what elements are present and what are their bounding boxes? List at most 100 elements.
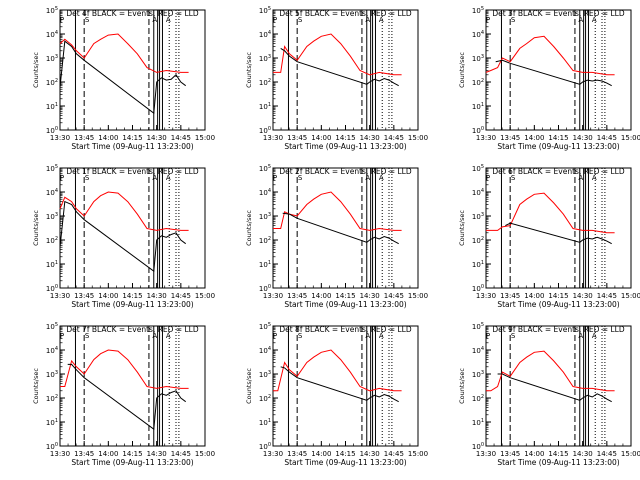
y-tick-label: 104 xyxy=(46,188,58,197)
x-tick-label: 14:15 xyxy=(548,134,568,142)
y-tick-label: 101 xyxy=(46,260,58,269)
plot-frame xyxy=(59,167,206,289)
panel-title: Det 5f BLACK = Events, RED = LLD xyxy=(279,9,412,18)
lld-series-line xyxy=(59,191,189,231)
y-tick-label: 101 xyxy=(472,418,484,427)
x-tick-label: 14:30 xyxy=(360,450,380,458)
y-tick-exponent: 1 xyxy=(55,260,58,266)
x-tick-label: 14:30 xyxy=(360,292,380,300)
y-tick-label: 105 xyxy=(46,322,58,331)
y-tick-exponent: 0 xyxy=(55,284,58,290)
y-tick-label: 101 xyxy=(472,102,484,111)
y-tick-label: 101 xyxy=(472,260,484,269)
y-tick-exponent: 4 xyxy=(55,188,58,194)
y-tick-exponent: 5 xyxy=(481,322,484,328)
x-tick-label: 15:00 xyxy=(621,292,640,300)
x-tick-label: 14:15 xyxy=(122,292,142,300)
top-marker-label: S xyxy=(298,16,303,24)
y-axis-label: Counts/sec xyxy=(458,52,466,88)
y-tick-label: 100 xyxy=(46,442,58,451)
x-tick-label: 14:45 xyxy=(384,450,404,458)
lld-series-line xyxy=(486,350,615,392)
panel-det-4: Det 4f BLACK = Events, RED = LLD10010110… xyxy=(32,6,215,151)
x-tick-label: 13:45 xyxy=(500,134,520,142)
panel-title: Det 1f BLACK = Events, RED = LLD xyxy=(66,167,199,176)
panel-det-5: Det 5f BLACK = Events, RED = LLD10010110… xyxy=(245,6,428,151)
y-tick-exponent: 5 xyxy=(268,164,271,170)
y-tick-exponent: 3 xyxy=(481,370,484,376)
y-tick-exponent: 5 xyxy=(55,322,58,328)
x-tick-label: 13:30 xyxy=(476,292,496,300)
lld-series-line xyxy=(485,35,615,76)
panel-title: Det 8f BLACK = Events, RED = LLD xyxy=(279,325,412,334)
y-tick-label: 100 xyxy=(472,284,484,293)
plot-frame xyxy=(485,9,632,131)
y-tick-label: 104 xyxy=(259,346,271,355)
events-series-line xyxy=(67,363,187,431)
x-tick-label: 13:45 xyxy=(287,134,307,142)
x-axis-label: Start Time (09-Aug-11 13:23:00) xyxy=(497,300,619,309)
x-axis-label: Start Time (09-Aug-11 13:23:00) xyxy=(284,458,406,467)
top-marker-label: A xyxy=(592,332,597,340)
x-tick-label: 15:00 xyxy=(408,134,428,142)
y-tick-label: 103 xyxy=(259,212,271,221)
top-marker-label: A xyxy=(379,174,384,182)
top-marker-label: A xyxy=(166,16,171,24)
x-tick-label: 14:30 xyxy=(147,134,167,142)
y-tick-label: 102 xyxy=(46,236,58,245)
y-tick-label: 105 xyxy=(46,6,58,15)
top-marker-label: P xyxy=(60,16,64,24)
x-tick-label: 13:30 xyxy=(50,292,70,300)
x-tick-label: 14:00 xyxy=(98,292,118,300)
top-marker-label: A xyxy=(379,332,384,340)
y-tick-exponent: 4 xyxy=(481,188,484,194)
y-tick-exponent: 0 xyxy=(481,126,484,132)
panel-title: Det 9f BLACK = Events, RED = LLD xyxy=(492,325,625,334)
y-tick-exponent: 5 xyxy=(268,322,271,328)
x-tick-label: 13:30 xyxy=(263,134,283,142)
y-tick-exponent: 4 xyxy=(268,30,271,36)
x-tick-label: 13:30 xyxy=(50,134,70,142)
y-tick-label: 103 xyxy=(472,212,484,221)
y-tick-exponent: 2 xyxy=(481,394,484,400)
y-tick-label: 101 xyxy=(259,418,271,427)
events-series-line xyxy=(497,373,612,403)
y-tick-exponent: 4 xyxy=(268,346,271,352)
y-tick-label: 104 xyxy=(472,346,484,355)
y-tick-exponent: 1 xyxy=(268,102,271,108)
plot-frame xyxy=(485,167,632,289)
y-axis-label: Counts/sec xyxy=(245,210,253,246)
events-series-line xyxy=(280,47,399,87)
plot-frame xyxy=(485,325,632,447)
x-tick-label: 14:30 xyxy=(360,134,380,142)
lld-series-line xyxy=(59,33,189,73)
y-tick-exponent: 0 xyxy=(55,126,58,132)
y-tick-exponent: 2 xyxy=(268,394,271,400)
x-tick-label: 14:00 xyxy=(311,292,331,300)
x-tick-label: 13:45 xyxy=(74,450,94,458)
panel-title: Det 6f BLACK = Events, RED = LLD xyxy=(492,167,625,176)
y-tick-exponent: 1 xyxy=(481,418,484,424)
panel-det-2: Det 2f BLACK = Events, RED = LLD10010110… xyxy=(245,164,428,309)
x-tick-label: 14:45 xyxy=(171,134,191,142)
x-tick-label: 15:00 xyxy=(195,450,215,458)
top-marker-label: S xyxy=(511,16,516,24)
y-tick-label: 103 xyxy=(259,370,271,379)
y-tick-exponent: 5 xyxy=(268,6,271,12)
x-tick-label: 14:30 xyxy=(147,292,167,300)
y-tick-exponent: 3 xyxy=(481,212,484,218)
x-tick-label: 14:15 xyxy=(335,292,355,300)
events-series-line xyxy=(505,222,612,245)
y-tick-exponent: 4 xyxy=(481,30,484,36)
y-tick-exponent: 4 xyxy=(268,188,271,194)
x-axis-label: Start Time (09-Aug-11 13:23:00) xyxy=(71,300,193,309)
y-tick-label: 105 xyxy=(472,164,484,173)
y-tick-label: 102 xyxy=(472,78,484,87)
y-tick-label: 100 xyxy=(259,126,271,135)
x-tick-label: 13:45 xyxy=(287,450,307,458)
y-tick-exponent: 1 xyxy=(481,260,484,266)
x-tick-label: 13:45 xyxy=(74,292,94,300)
y-tick-exponent: 2 xyxy=(55,394,58,400)
y-tick-label: 104 xyxy=(46,30,58,39)
x-tick-label: 14:00 xyxy=(524,450,544,458)
